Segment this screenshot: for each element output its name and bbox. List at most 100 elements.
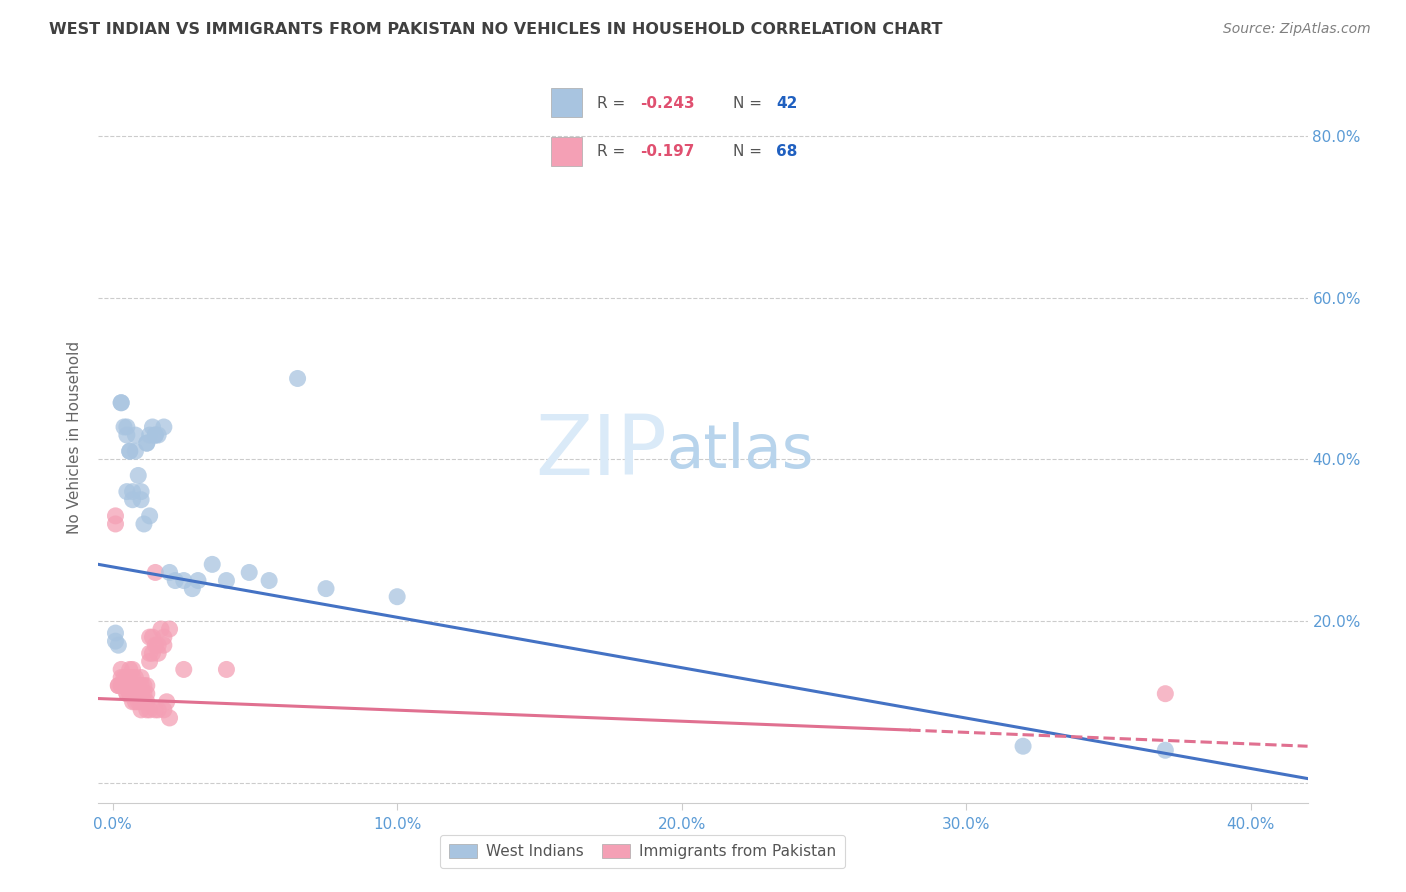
Point bbox=[121, 695, 143, 709]
Point bbox=[115, 679, 138, 693]
Point bbox=[121, 484, 143, 499]
Point bbox=[107, 638, 129, 652]
Text: -0.243: -0.243 bbox=[640, 96, 695, 111]
Point bbox=[129, 687, 152, 701]
Point bbox=[1154, 743, 1177, 757]
Point bbox=[112, 420, 135, 434]
Point bbox=[146, 428, 169, 442]
Point bbox=[104, 626, 127, 640]
Point bbox=[143, 703, 166, 717]
Point bbox=[115, 484, 138, 499]
Point bbox=[115, 687, 138, 701]
Point bbox=[1154, 687, 1177, 701]
Point bbox=[118, 679, 141, 693]
Point bbox=[107, 679, 129, 693]
Point bbox=[173, 574, 195, 588]
Point bbox=[385, 590, 408, 604]
Text: N =: N = bbox=[733, 145, 762, 160]
Point bbox=[141, 630, 163, 644]
Point bbox=[135, 436, 157, 450]
Point bbox=[156, 695, 179, 709]
Point bbox=[129, 484, 152, 499]
Point bbox=[112, 671, 135, 685]
Point bbox=[127, 695, 149, 709]
Point bbox=[129, 695, 152, 709]
Point bbox=[132, 695, 155, 709]
Point bbox=[112, 679, 135, 693]
Point bbox=[135, 687, 157, 701]
Point bbox=[153, 638, 176, 652]
Point bbox=[132, 687, 155, 701]
Point bbox=[104, 508, 127, 523]
Point bbox=[110, 662, 132, 676]
Point bbox=[181, 582, 204, 596]
Point bbox=[121, 492, 143, 507]
Point bbox=[118, 687, 141, 701]
Point bbox=[138, 646, 160, 660]
Point bbox=[124, 428, 146, 442]
Point bbox=[138, 703, 160, 717]
Point bbox=[153, 630, 176, 644]
Point bbox=[1012, 739, 1035, 754]
Point bbox=[124, 444, 146, 458]
Text: ZIP: ZIP bbox=[534, 411, 666, 492]
Text: 68: 68 bbox=[776, 145, 797, 160]
Point bbox=[129, 671, 152, 685]
Point bbox=[138, 428, 160, 442]
Point bbox=[150, 622, 173, 636]
Point bbox=[187, 574, 209, 588]
Point bbox=[165, 574, 187, 588]
Point bbox=[141, 420, 163, 434]
Point bbox=[118, 662, 141, 676]
Point bbox=[159, 566, 181, 580]
Point bbox=[124, 671, 146, 685]
Point bbox=[110, 679, 132, 693]
Point bbox=[132, 679, 155, 693]
Point bbox=[138, 508, 160, 523]
Point bbox=[104, 516, 127, 531]
Point bbox=[110, 671, 132, 685]
Point bbox=[135, 436, 157, 450]
Point bbox=[143, 638, 166, 652]
Point bbox=[118, 444, 141, 458]
Point bbox=[110, 679, 132, 693]
Point bbox=[153, 420, 176, 434]
Text: R =: R = bbox=[598, 145, 626, 160]
Point bbox=[143, 428, 166, 442]
Point bbox=[138, 654, 160, 668]
Point bbox=[146, 646, 169, 660]
Point bbox=[135, 695, 157, 709]
Point bbox=[127, 687, 149, 701]
Text: Source: ZipAtlas.com: Source: ZipAtlas.com bbox=[1223, 22, 1371, 37]
Point bbox=[112, 679, 135, 693]
Point bbox=[215, 662, 238, 676]
Point bbox=[146, 703, 169, 717]
Point bbox=[112, 679, 135, 693]
Point bbox=[135, 703, 157, 717]
Text: -0.197: -0.197 bbox=[640, 145, 695, 160]
Point bbox=[127, 679, 149, 693]
Point bbox=[124, 687, 146, 701]
Point bbox=[173, 662, 195, 676]
Point bbox=[201, 558, 224, 572]
Point bbox=[135, 679, 157, 693]
Point bbox=[115, 679, 138, 693]
Text: atlas: atlas bbox=[666, 422, 814, 481]
Point bbox=[127, 468, 149, 483]
Point bbox=[153, 703, 176, 717]
Point bbox=[121, 687, 143, 701]
Point bbox=[121, 662, 143, 676]
Point bbox=[146, 638, 169, 652]
Point bbox=[107, 679, 129, 693]
Point bbox=[287, 371, 309, 385]
Point bbox=[118, 444, 141, 458]
Point bbox=[121, 679, 143, 693]
FancyBboxPatch shape bbox=[551, 88, 582, 117]
Point bbox=[159, 622, 181, 636]
Text: R =: R = bbox=[598, 96, 626, 111]
Point bbox=[129, 679, 152, 693]
Point bbox=[110, 395, 132, 409]
Point bbox=[115, 671, 138, 685]
Point bbox=[104, 634, 127, 648]
Legend: West Indians, Immigrants from Pakistan: West Indians, Immigrants from Pakistan bbox=[440, 835, 845, 868]
